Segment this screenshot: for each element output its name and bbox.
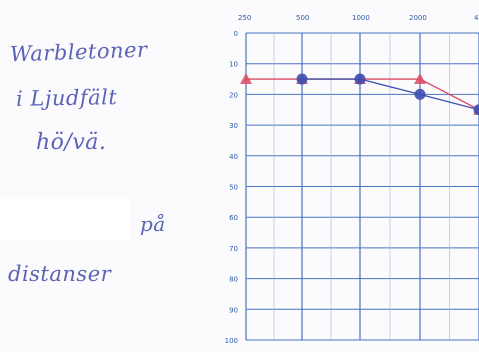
handwritten-note-line-3: hö/vä. bbox=[36, 130, 107, 155]
x-tick-label: 40 bbox=[474, 14, 479, 22]
triangle-marker bbox=[414, 73, 426, 85]
chart-series bbox=[240, 73, 479, 116]
circle-marker bbox=[414, 88, 426, 100]
chart-grid bbox=[245, 32, 479, 341]
circle-marker bbox=[296, 73, 308, 85]
y-tick-label: 80 bbox=[229, 276, 238, 284]
y-tick-label: 30 bbox=[229, 122, 238, 130]
y-tick-label: 20 bbox=[229, 91, 238, 99]
circle-marker bbox=[473, 104, 479, 116]
handwritten-note-line-4: på bbox=[140, 212, 166, 236]
y-tick-label: 60 bbox=[229, 214, 238, 222]
y-tick-label: 0 bbox=[234, 30, 238, 38]
y-tick-label: 100 bbox=[225, 337, 238, 345]
x-tick-label: 500 bbox=[296, 14, 309, 22]
x-tick-label: 2000 bbox=[409, 14, 427, 22]
y-tick-label: 40 bbox=[229, 153, 238, 161]
series-line-circle bbox=[302, 78, 479, 111]
y-tick-label: 50 bbox=[229, 184, 238, 192]
y-tick-label: 90 bbox=[229, 306, 238, 314]
triangle-marker bbox=[240, 73, 252, 85]
y-tick-label: 70 bbox=[229, 245, 238, 253]
x-axis-ticks: 250 500 1000 2000 40 bbox=[238, 14, 479, 22]
circle-marker bbox=[354, 73, 366, 85]
x-tick-label: 250 bbox=[238, 14, 251, 22]
y-tick-label: 10 bbox=[229, 61, 238, 69]
handwritten-note-line-5: distanser bbox=[8, 262, 112, 286]
x-tick-label: 1000 bbox=[352, 14, 370, 22]
redaction-block bbox=[0, 198, 130, 240]
